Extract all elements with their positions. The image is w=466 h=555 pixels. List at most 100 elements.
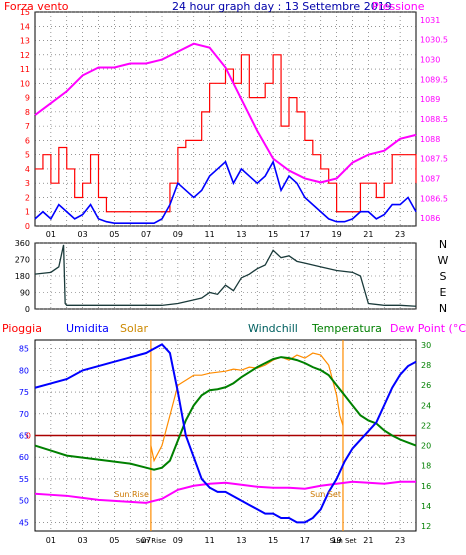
umidita-label: Umidita <box>66 322 109 335</box>
wind-direction-grid <box>35 242 416 310</box>
pressure-tick-label: 1031 <box>420 16 440 25</box>
direction-tick-label: 180 <box>15 272 30 281</box>
dew-point-label: Dew Point (°C) <box>390 322 466 335</box>
pressure-tick-label: 1030.5 <box>420 36 448 45</box>
hour-tick-label: 01 <box>46 230 56 239</box>
temperatura-label: Temperatura <box>311 322 382 335</box>
temperature-tick-label: 20 <box>421 442 431 451</box>
hour-tick-label: 15 <box>268 536 278 545</box>
wind-tick-label: 7 <box>25 122 30 131</box>
hour-tick-label: 17 <box>300 536 310 545</box>
wind-direction-line <box>34 244 417 307</box>
direction-tick-label: 0 <box>25 305 30 314</box>
pressure-tick-label: 1087 <box>420 174 440 183</box>
temperature-tick-label: 26 <box>421 381 431 390</box>
sun-set-axis-label: Sun Set <box>329 537 356 545</box>
temperature-tick-label: 18 <box>421 462 431 471</box>
wind-tick-label: 11 <box>20 65 30 74</box>
hour-tick-label: 23 <box>395 536 405 545</box>
humidity-tick-label: 55 <box>19 475 29 484</box>
humidity-tick-label: 70 <box>19 410 29 419</box>
wind-tick-label: 9 <box>25 94 30 103</box>
pressure-axis-label: Pressione <box>372 0 425 13</box>
temperature-tick-label: 12 <box>421 522 431 531</box>
hour-tick-label: 01 <box>46 536 56 545</box>
solar-label: Solar <box>120 322 149 335</box>
humidity-tick-label: 45 <box>19 518 29 527</box>
windchill-label: Windchill <box>248 322 298 335</box>
wind-tick-label: 5 <box>25 151 30 160</box>
compass-label: W <box>438 254 449 267</box>
temperature-tick-label: 16 <box>421 482 431 491</box>
sun-set-annotation: Sun Set <box>310 490 341 499</box>
wind-tick-label: 13 <box>20 37 30 46</box>
direction-tick-label: 270 <box>15 256 30 265</box>
temperature-tick-label: 22 <box>421 421 431 430</box>
wind-tick-label: 3 <box>25 179 30 188</box>
hour-tick-label: 03 <box>78 230 88 239</box>
pressure-line <box>34 42 417 184</box>
humidity-line <box>34 343 417 524</box>
wind-pressure-lines <box>34 42 417 224</box>
hour-tick-label: 13 <box>236 230 246 239</box>
temperature-tick-label: 24 <box>421 401 431 410</box>
compass-label: N <box>439 302 447 315</box>
wind-tick-label: 2 <box>25 193 30 202</box>
hour-tick-label: 19 <box>332 536 342 545</box>
rain-zero-label: 0 <box>26 432 31 441</box>
hour-tick-label: 11 <box>205 230 215 239</box>
wind-pressure-panel: 012345678910111213141510861086.510871087… <box>4 0 448 239</box>
pressure-tick-label: 1088.5 <box>420 115 448 124</box>
wind-axis-label: Forza vento <box>4 0 69 13</box>
temperature-lines <box>34 340 417 531</box>
humidity-tick-label: 80 <box>19 366 29 375</box>
hour-tick-label: 17 <box>300 230 310 239</box>
temperature-tick-label: 30 <box>421 341 431 350</box>
sun-rise-axis-label: Sun Rise <box>136 537 166 545</box>
compass-label: S <box>440 270 447 283</box>
hour-tick-label: 11 <box>205 536 215 545</box>
compass-label: E <box>440 286 447 299</box>
hour-tick-label: 07 <box>141 230 151 239</box>
wind-tick-label: 1 <box>25 208 30 217</box>
direction-tick-label: 360 <box>15 239 30 248</box>
sun-rise-annotation: Sun Rise <box>114 490 149 499</box>
hour-tick-label: 19 <box>332 230 342 239</box>
wind-tick-label: 6 <box>25 136 30 145</box>
temperature-tick-label: 28 <box>421 361 431 370</box>
wind-tick-label: 8 <box>25 108 30 117</box>
humidity-tick-label: 75 <box>19 388 29 397</box>
humidity-tick-label: 65 <box>19 432 29 441</box>
hour-tick-label: 09 <box>173 536 183 545</box>
wind-tick-label: 14 <box>20 22 30 31</box>
pressure-tick-label: 1089.5 <box>420 75 448 84</box>
hour-tick-label: 07 <box>141 536 151 545</box>
temperature-line <box>34 356 417 471</box>
pressure-tick-label: 1086.5 <box>420 194 448 203</box>
wind-tick-label: 0 <box>25 222 30 231</box>
pressure-tick-label: 1087.5 <box>420 155 448 164</box>
hour-tick-label: 15 <box>268 230 278 239</box>
hour-tick-label: 05 <box>109 536 119 545</box>
dew-point-line <box>34 480 416 504</box>
wind-tick-label: 10 <box>20 79 30 88</box>
hour-tick-label: 21 <box>363 536 373 545</box>
hour-tick-label: 03 <box>78 536 88 545</box>
compass-label: N <box>439 238 447 251</box>
solar-line <box>150 352 344 463</box>
temperature-ticks: 4550556065707580851214161820222426283001… <box>19 341 431 545</box>
humidity-tick-label: 60 <box>19 453 29 462</box>
humidity-tick-label: 85 <box>19 345 29 354</box>
wind-tick-label: 15 <box>20 8 30 17</box>
hour-tick-label: 13 <box>236 536 246 545</box>
hour-tick-label: 21 <box>363 230 373 239</box>
pressure-tick-label: 1086 <box>420 214 440 223</box>
wind-tick-label: 4 <box>25 165 30 174</box>
hour-tick-label: 23 <box>395 230 405 239</box>
temperature-tick-label: 14 <box>421 502 431 511</box>
temperature-humidity-panel: 4550556065707580851214161820222426283001… <box>2 322 466 545</box>
hour-tick-label: 09 <box>173 230 183 239</box>
